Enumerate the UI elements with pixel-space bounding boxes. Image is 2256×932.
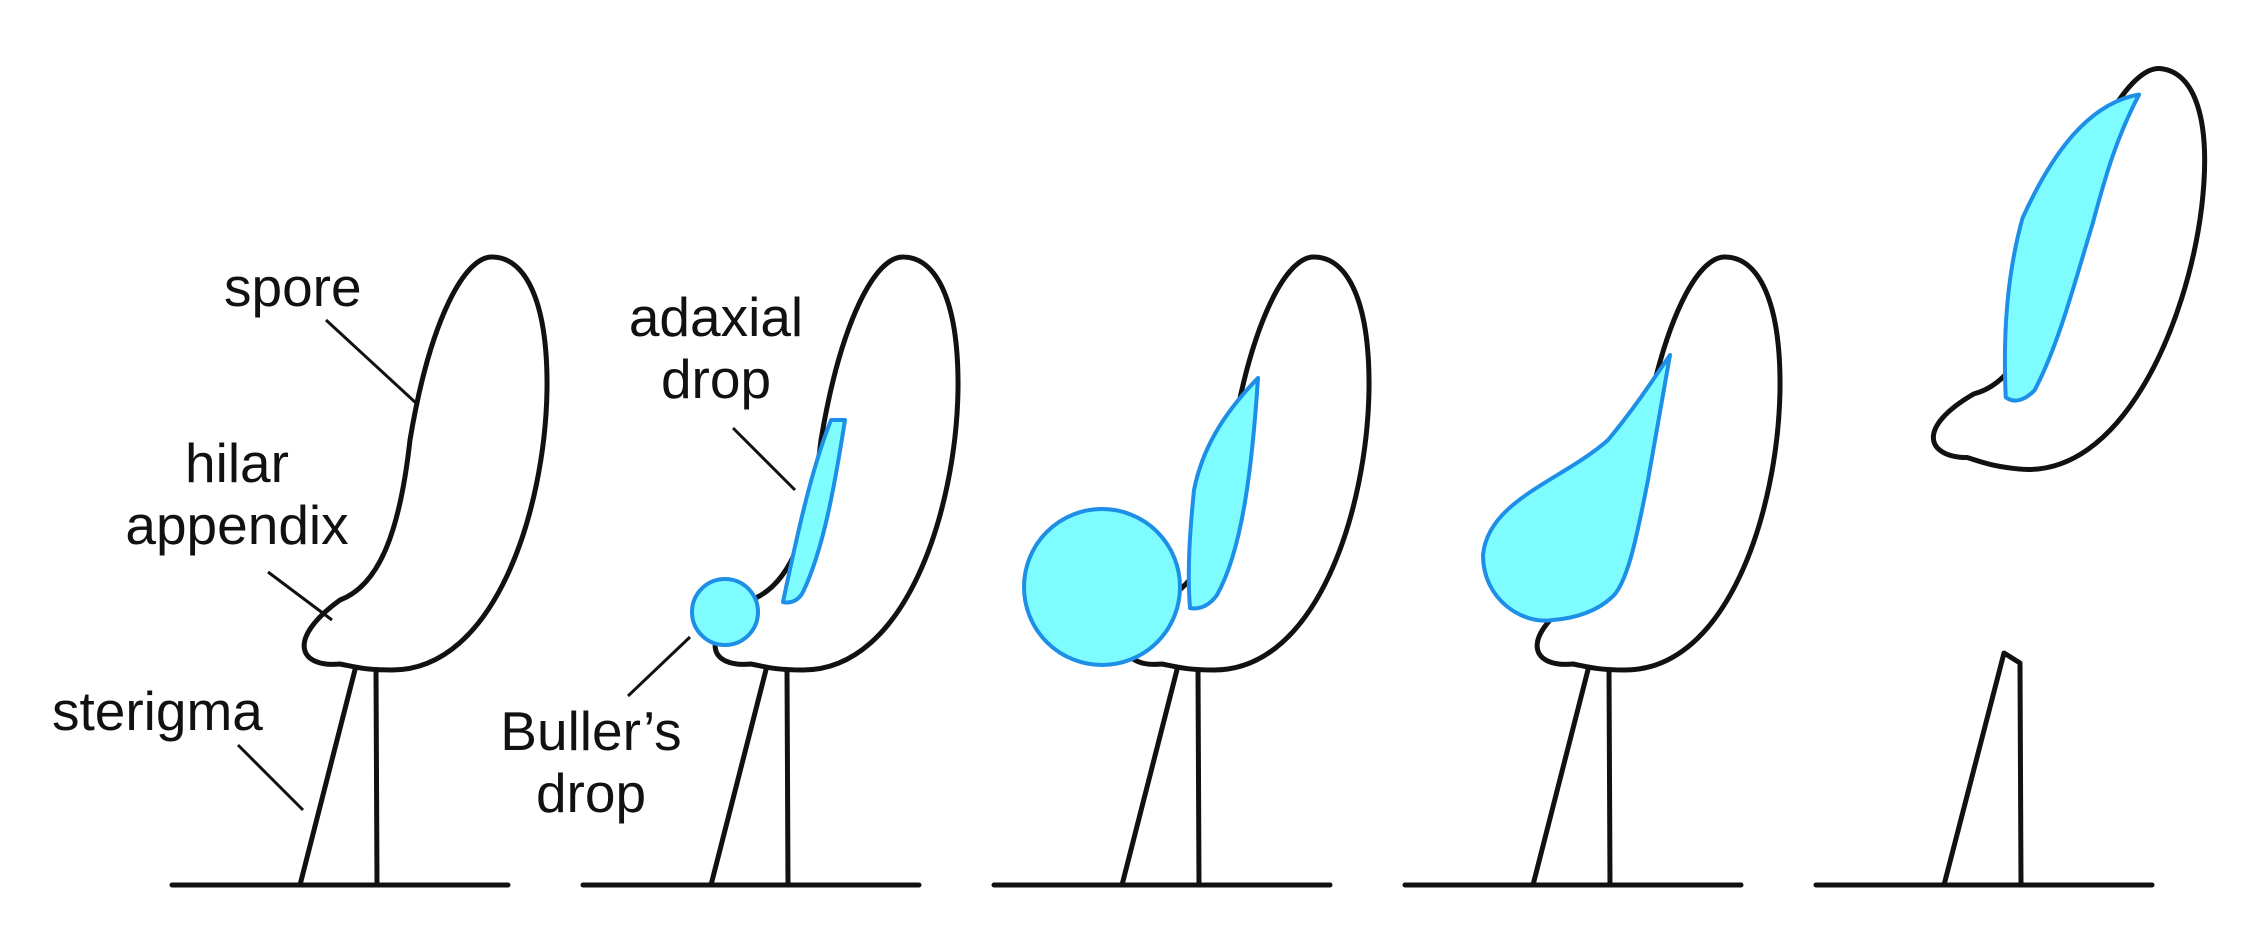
adaxial-drop-label-line2: drop xyxy=(604,348,828,410)
adaxial-drop-label-line1: adaxial xyxy=(604,286,828,348)
sterigma-5 xyxy=(1944,653,2021,885)
bullers-drop-label-line1: Buller’s xyxy=(474,700,708,762)
hilar-appendix-label-line2: appendix xyxy=(92,494,382,556)
spore-label: spore xyxy=(224,256,362,318)
sterigma-label-text: sterigma xyxy=(52,680,263,742)
stage-4 xyxy=(1405,257,1780,885)
discharged-spore-group xyxy=(1931,49,2216,485)
bullers-drop-2 xyxy=(692,579,758,645)
stage-5 xyxy=(1816,653,2152,885)
bullers-drop-label-line2: drop xyxy=(474,762,708,824)
spore-leader xyxy=(326,320,416,403)
sterigma-2 xyxy=(711,658,788,885)
adaxial-drop-leader xyxy=(733,428,795,490)
sterigma-label: sterigma xyxy=(52,680,263,742)
bullers-drop-leader xyxy=(628,637,690,696)
hilar-appendix-leader xyxy=(268,572,332,620)
hilar-appendix-label: hilar appendix xyxy=(92,432,382,556)
sterigma-1 xyxy=(300,658,377,885)
spore-label-text: spore xyxy=(224,256,362,318)
sterigma-3 xyxy=(1122,658,1199,885)
bullers-drop-3 xyxy=(1024,509,1180,665)
hilar-appendix-label-line1: hilar xyxy=(92,432,382,494)
sterigma-4 xyxy=(1533,658,1610,885)
bullers-drop-label: Buller’s drop xyxy=(474,700,708,824)
adaxial-drop-label: adaxial drop xyxy=(604,286,828,410)
sterigma-leader xyxy=(238,745,303,810)
